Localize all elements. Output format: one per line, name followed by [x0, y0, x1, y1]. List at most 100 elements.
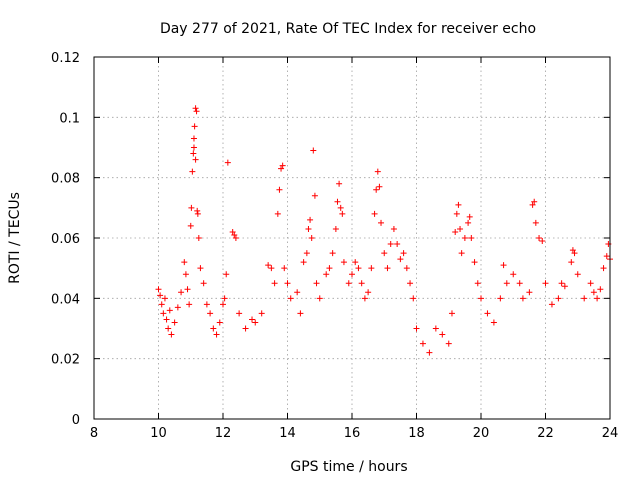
- data-point: [532, 219, 539, 226]
- data-point: [419, 340, 426, 347]
- y-tick-label: 0.12: [51, 51, 80, 66]
- data-point: [500, 262, 507, 269]
- data-point: [461, 235, 468, 241]
- data-point: [200, 280, 207, 287]
- data-point: [186, 301, 193, 308]
- data-point: [308, 235, 315, 241]
- data-point: [274, 210, 281, 217]
- data-point: [468, 235, 475, 241]
- data-point: [181, 259, 188, 266]
- data-point: [323, 271, 330, 278]
- data-point: [394, 241, 401, 248]
- x-tick-label: 16: [344, 426, 361, 441]
- data-point: [471, 259, 478, 266]
- data-point: [368, 265, 375, 272]
- data-point: [594, 295, 601, 302]
- data-point: [371, 210, 378, 217]
- x-tick-label: 24: [602, 426, 619, 441]
- data-point: [279, 162, 286, 169]
- data-point: [558, 280, 565, 287]
- x-tick-label: 10: [150, 426, 167, 441]
- data-point: [229, 228, 236, 235]
- data-point: [457, 225, 464, 232]
- y-tick-label: 0.02: [51, 353, 80, 368]
- data-point: [232, 235, 239, 241]
- data-point: [337, 204, 344, 211]
- data-point: [378, 219, 385, 226]
- data-point: [174, 304, 181, 311]
- data-point: [455, 201, 462, 208]
- data-point: [400, 250, 407, 257]
- data-point: [271, 280, 278, 287]
- data-point: [297, 310, 304, 317]
- data-point: [555, 295, 562, 302]
- data-point: [387, 241, 394, 248]
- data-point: [294, 289, 301, 296]
- data-point: [187, 222, 194, 229]
- data-point: [503, 280, 510, 287]
- data-point: [326, 265, 333, 272]
- data-point: [190, 150, 197, 157]
- data-point: [195, 235, 202, 241]
- data-point: [529, 201, 536, 208]
- y-tick-label: 0.06: [51, 232, 80, 247]
- data-point: [332, 225, 339, 232]
- data-point: [571, 250, 578, 257]
- data-point: [587, 280, 594, 287]
- y-tick-label: 0.1: [59, 111, 80, 126]
- data-point: [497, 295, 504, 302]
- y-tick-label: 0.04: [51, 292, 80, 307]
- data-point: [189, 168, 196, 175]
- data-point: [453, 210, 460, 217]
- data-point: [236, 310, 243, 317]
- data-point: [365, 289, 372, 296]
- data-point: [182, 271, 189, 278]
- data-point: [242, 325, 249, 332]
- data-point: [221, 295, 228, 302]
- data-point: [213, 331, 220, 338]
- data-point: [448, 310, 455, 317]
- data-point: [381, 250, 388, 257]
- data-point: [190, 144, 197, 151]
- data-point: [210, 325, 217, 332]
- data-point: [194, 210, 201, 217]
- data-point: [220, 301, 226, 308]
- data-point: [268, 265, 275, 272]
- data-point: [340, 259, 347, 266]
- data-point: [374, 168, 381, 175]
- grid-lines: [94, 57, 610, 419]
- data-point: [265, 262, 272, 269]
- data-point: [474, 280, 481, 287]
- plot-frame: [93, 56, 611, 420]
- data-point: [597, 286, 604, 293]
- y-axis-title: ROTI / TECUs: [7, 192, 23, 284]
- data-point: [490, 319, 497, 326]
- data-point: [207, 310, 214, 317]
- data-point: [403, 265, 410, 272]
- data-point: [276, 186, 283, 193]
- data-point: [158, 301, 165, 308]
- data-point: [569, 247, 576, 254]
- data-point: [197, 265, 204, 272]
- data-point: [581, 295, 588, 302]
- data-point: [329, 250, 336, 257]
- data-point: [307, 216, 314, 223]
- data-point: [278, 165, 285, 172]
- data-point: [313, 280, 320, 287]
- data-point: [478, 295, 484, 302]
- data-point: [600, 265, 607, 272]
- data-point: [539, 238, 546, 245]
- data-point: [223, 271, 230, 278]
- data-point: [390, 225, 397, 232]
- x-axis-title: GPS time / hours: [290, 459, 407, 475]
- data-point: [397, 256, 404, 263]
- data-point: [284, 280, 291, 287]
- data-point: [361, 295, 368, 302]
- data-point: [536, 235, 543, 241]
- data-point: [192, 105, 199, 112]
- data-point: [355, 265, 362, 272]
- data-point: [310, 147, 317, 154]
- axes: 8 10 12 14 16 18 20 22 24 0 0.02 0.04 0.06 0.08 0.1 0.1…: [51, 51, 618, 441]
- data-point: [166, 307, 173, 314]
- data-point: [188, 204, 195, 211]
